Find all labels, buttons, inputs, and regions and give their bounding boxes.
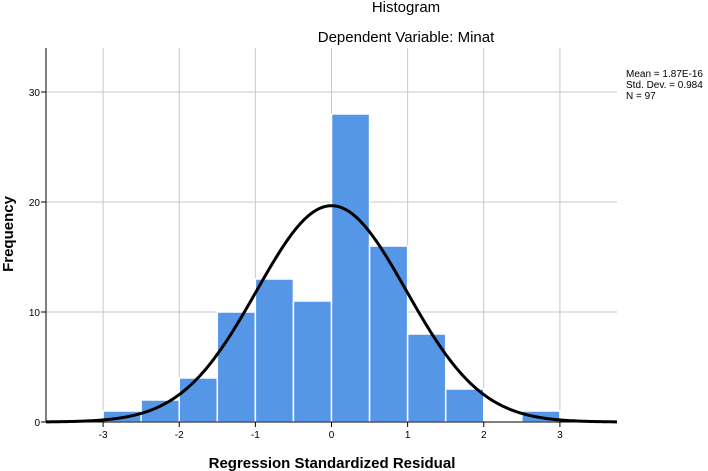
stat-n: N = 97 xyxy=(626,91,656,102)
y-axis-label: Frequency xyxy=(0,195,17,272)
histogram-bar xyxy=(406,333,447,423)
histogram-bar xyxy=(444,388,485,423)
histogram-bar xyxy=(216,311,257,423)
y-tick-label: 30 xyxy=(29,88,41,99)
stat-std-dev: Std. Dev. = 0.984 xyxy=(626,80,703,91)
stat-mean: Mean = 1.87E-16 xyxy=(626,69,703,80)
histogram-bar xyxy=(254,278,295,423)
x-tick-label: 1 xyxy=(405,430,411,441)
histogram-bar xyxy=(178,377,219,423)
x-tick-label: -2 xyxy=(175,430,184,441)
histogram-bar xyxy=(368,245,409,423)
normal-curve xyxy=(45,204,618,424)
x-tick-label: -1 xyxy=(251,430,260,441)
histogram-bar xyxy=(330,113,371,423)
x-axis-label: Regression Standardized Residual xyxy=(209,455,456,471)
x-tick-label: 3 xyxy=(557,430,563,441)
x-tick-label: -3 xyxy=(99,430,108,441)
statistics-box: Mean = 1.87E-16 Std. Dev. = 0.984 N = 97 xyxy=(626,69,703,102)
x-tick-label: 2 xyxy=(481,430,487,441)
histogram-bar xyxy=(292,300,333,423)
chart-subtitle: Dependent Variable: Minat xyxy=(318,29,495,46)
y-tick-label: 10 xyxy=(29,308,41,319)
y-tick-label: 0 xyxy=(34,418,40,429)
x-tick-label: 0 xyxy=(329,430,335,441)
chart-title: Histogram xyxy=(372,0,440,16)
y-tick-label: 20 xyxy=(29,198,41,209)
